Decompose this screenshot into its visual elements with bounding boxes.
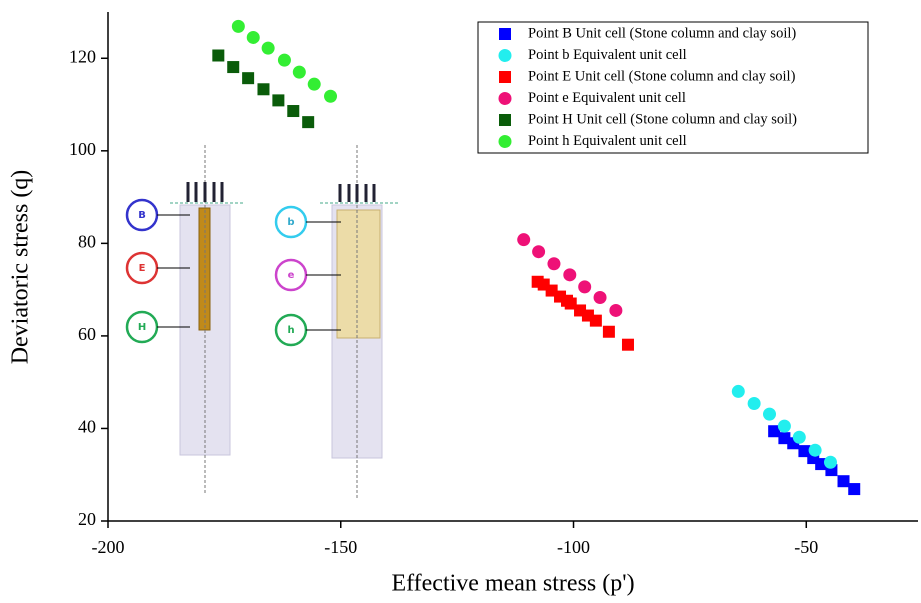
pointer-arrows	[157, 214, 341, 331]
point	[212, 49, 225, 62]
point	[602, 325, 615, 338]
annotation: h	[287, 325, 294, 336]
load-arrows	[186, 182, 224, 202]
point	[272, 94, 285, 107]
legend-marker	[499, 114, 511, 126]
y-tick-label: 60	[78, 324, 96, 344]
y-axis-label: Deviatoric stress (q)	[8, 170, 34, 365]
point	[808, 443, 822, 457]
series	[231, 19, 338, 103]
x-tick-label: -50	[794, 537, 818, 557]
series	[531, 275, 634, 351]
point	[564, 297, 577, 310]
point	[292, 65, 306, 79]
point	[257, 83, 270, 96]
legend: Point B Unit cell (Stone column and clay…	[477, 21, 869, 154]
point	[517, 233, 531, 247]
series	[768, 425, 861, 496]
legend-label: Point b Equivalent unit cell	[528, 47, 687, 63]
y-tick-label: 80	[78, 231, 96, 251]
point	[578, 280, 592, 294]
legend-box	[477, 21, 869, 154]
annotation: E	[139, 263, 146, 274]
point	[747, 396, 761, 410]
point	[792, 430, 806, 444]
annotation: e	[288, 270, 295, 281]
point	[848, 483, 861, 496]
x-tick-label: -100	[557, 537, 590, 557]
equivalent-column	[336, 209, 381, 339]
point	[242, 72, 255, 85]
point	[231, 19, 245, 33]
point	[246, 30, 260, 44]
point	[324, 89, 338, 103]
legend-marker	[498, 135, 512, 148]
point	[287, 105, 300, 118]
legend-marker	[499, 28, 511, 40]
point	[777, 419, 791, 433]
point	[823, 455, 837, 469]
y-tick-label: 20	[78, 509, 96, 529]
annotation: b	[287, 217, 294, 228]
y-tick-label: 120	[69, 46, 96, 66]
point	[277, 53, 291, 67]
annotation: H	[138, 322, 146, 333]
x-axis-label: Effective mean stress (p')	[391, 571, 634, 597]
point	[532, 245, 546, 259]
legend-marker	[498, 92, 512, 105]
legend-label: Point H Unit cell (Stone column and clay…	[528, 111, 797, 127]
point	[307, 77, 321, 91]
point	[227, 61, 240, 74]
legend-label: Point B Unit cell (Stone column and clay…	[528, 25, 796, 41]
point	[593, 291, 607, 305]
point	[768, 425, 781, 438]
legend-label: Point e Equivalent unit cell	[528, 90, 686, 106]
series	[731, 384, 837, 469]
y-tick-label: 40	[78, 417, 96, 437]
x-tick-label: -150	[324, 537, 357, 557]
point	[621, 338, 634, 351]
load-arrows	[338, 184, 376, 202]
inset-diagram: B E H b e h	[125, 145, 400, 498]
point	[261, 41, 275, 55]
legend-label: Point E Unit cell (Stone column and clay…	[528, 68, 796, 84]
point	[731, 384, 745, 398]
point	[563, 268, 577, 282]
x-tick-label: -200	[92, 537, 125, 557]
point	[609, 303, 623, 317]
point	[589, 314, 602, 327]
point	[763, 407, 776, 421]
annotation: B	[138, 210, 146, 221]
legend-marker	[498, 49, 512, 62]
point	[837, 475, 850, 488]
point	[302, 116, 315, 129]
series	[517, 233, 623, 317]
series	[212, 49, 315, 129]
legend-label: Point h Equivalent unit cell	[528, 133, 687, 149]
point	[547, 257, 561, 271]
y-tick-label: 100	[69, 139, 96, 159]
legend-marker	[499, 71, 511, 83]
